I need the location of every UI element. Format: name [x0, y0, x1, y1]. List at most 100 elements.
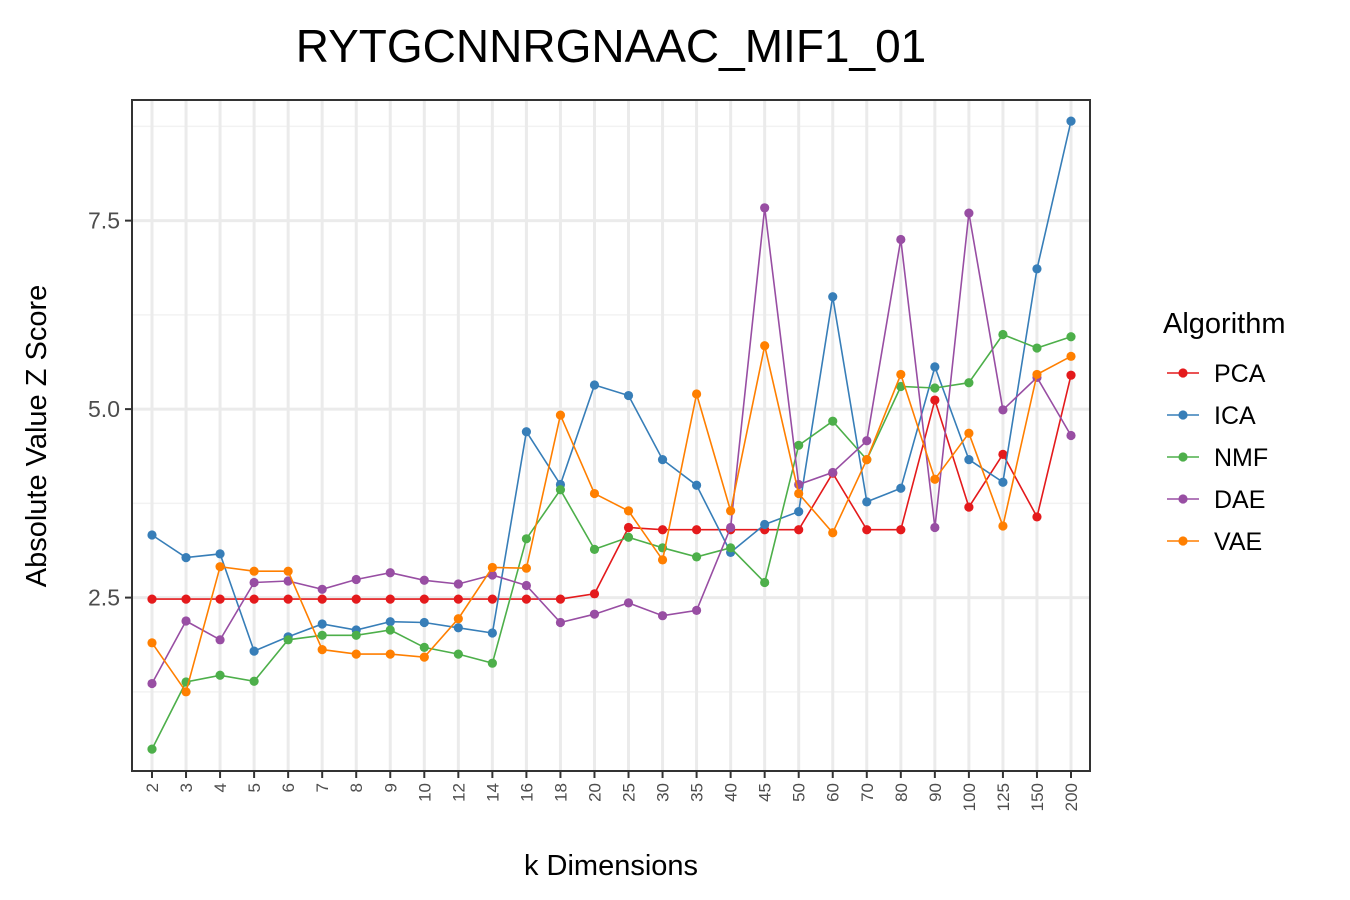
- x-tick-label: 9: [381, 783, 400, 792]
- x-tick-label: 12: [449, 783, 468, 802]
- data-point-vae: [385, 649, 395, 659]
- data-point-vae: [760, 341, 770, 351]
- data-point-dae: [623, 598, 634, 608]
- series-vae: [147, 341, 1076, 697]
- data-point-dae: [317, 584, 327, 594]
- data-point-vae: [964, 428, 974, 438]
- legend-label-vae: VAE: [1214, 528, 1262, 556]
- series-line-vae: [151, 345, 1072, 694]
- data-point-dae: [726, 522, 736, 533]
- data-point-nmf: [896, 381, 906, 392]
- data-point-vae: [453, 614, 463, 624]
- data-point-nmf: [215, 670, 225, 680]
- x-tick-label: 10: [415, 783, 434, 802]
- series-line-pca: [152, 375, 1072, 600]
- x-axis: 2 3 4 5 6 7 8 9 10 12 14 16 18 20 25 30 35 40 45 50 60 70 80 90…: [143, 771, 1081, 811]
- y-tick-label: 5.0: [88, 396, 120, 422]
- data-point-ica: [896, 483, 906, 493]
- data-point-nmf: [283, 635, 293, 645]
- legend-item-vae: VAE: [1167, 528, 1262, 556]
- data-point-pca: [147, 594, 157, 604]
- x-tick-label: 45: [756, 783, 775, 802]
- x-tick-label: 35: [688, 783, 707, 802]
- x-tick-label: 90: [926, 783, 945, 802]
- legend: Algorithm PCA ICA NMF DAE VAE: [1163, 308, 1286, 556]
- data-point-dae: [1066, 430, 1076, 441]
- data-point-vae: [930, 474, 940, 484]
- data-point-dae: [283, 576, 293, 586]
- data-point-dae: [147, 678, 157, 689]
- data-point-pca: [317, 594, 327, 604]
- data-point-dae: [998, 405, 1008, 415]
- y-tick-label: 2.5: [88, 585, 120, 611]
- x-tick-label: 40: [722, 783, 741, 802]
- data-point-ica: [1032, 264, 1042, 274]
- data-point-vae: [249, 566, 259, 576]
- legend-label-ica: ICA: [1214, 402, 1256, 430]
- data-point-pca: [998, 449, 1008, 459]
- data-point-ica: [794, 507, 804, 517]
- data-point-vae: [828, 528, 838, 538]
- data-point-vae: [896, 369, 906, 380]
- data-point-ica: [181, 553, 191, 563]
- x-tick-label: 8: [347, 783, 366, 792]
- data-point-pca: [964, 502, 974, 512]
- data-point-vae: [623, 506, 634, 516]
- legend-item-pca: PCA: [1167, 360, 1266, 388]
- data-point-pca: [657, 525, 668, 535]
- data-point-vae: [521, 563, 532, 573]
- x-tick-label: 14: [483, 783, 502, 802]
- data-point-nmf: [589, 544, 600, 554]
- data-point-ica: [964, 455, 974, 465]
- data-point-vae: [487, 562, 497, 573]
- x-tick-label: 6: [279, 783, 298, 792]
- x-axis-title: k Dimensions: [524, 850, 698, 882]
- data-point-vae: [589, 488, 600, 499]
- legend-label-nmf: NMF: [1214, 444, 1268, 472]
- data-point-vae: [998, 521, 1008, 531]
- x-tick-label: 80: [892, 783, 911, 802]
- data-point-dae: [862, 436, 872, 446]
- data-point-dae: [181, 616, 191, 626]
- x-tick-label: 7: [313, 783, 332, 792]
- data-point-pca: [521, 594, 532, 604]
- x-tick-label: 150: [1028, 783, 1047, 811]
- data-point-nmf: [726, 543, 736, 553]
- data-point-pca: [1032, 512, 1042, 522]
- data-point-nmf: [249, 676, 259, 686]
- y-axis-title: Absolute Value Z Score: [21, 285, 53, 588]
- data-point-dae: [249, 577, 259, 588]
- data-point-pca: [215, 594, 225, 604]
- data-point-ica: [623, 390, 634, 401]
- data-point-dae: [555, 617, 566, 628]
- x-tick-label: 60: [824, 783, 843, 802]
- data-point-pca: [283, 594, 293, 604]
- data-point-nmf: [794, 440, 804, 450]
- data-point-nmf: [964, 378, 974, 388]
- data-point-dae: [828, 467, 838, 478]
- data-point-nmf: [998, 329, 1008, 340]
- data-point-dae: [215, 635, 225, 645]
- data-point-dae: [487, 570, 497, 580]
- legend-point-nmf: [1178, 452, 1188, 462]
- data-point-vae: [351, 649, 361, 659]
- x-tick-label: 30: [654, 783, 673, 802]
- y-axis: 2.5 5.0 7.5: [88, 208, 132, 611]
- data-point-nmf: [555, 485, 566, 495]
- series-dae: [147, 203, 1076, 689]
- data-point-ica: [215, 549, 225, 559]
- data-point-ica: [760, 519, 770, 530]
- series-pca: [147, 370, 1076, 604]
- data-point-vae: [317, 645, 327, 655]
- data-point-pca: [555, 594, 566, 604]
- x-tick-label: 4: [211, 783, 230, 792]
- data-point-pca: [453, 594, 463, 604]
- data-point-pca: [623, 522, 634, 533]
- data-point-dae: [760, 203, 770, 213]
- data-point-nmf: [691, 552, 702, 562]
- x-tick-label: 18: [551, 783, 570, 802]
- chart-title: RYTGCNNRGNAAC_MIF1_01: [296, 20, 927, 72]
- x-tick-label: 25: [620, 783, 639, 802]
- data-point-dae: [521, 580, 532, 591]
